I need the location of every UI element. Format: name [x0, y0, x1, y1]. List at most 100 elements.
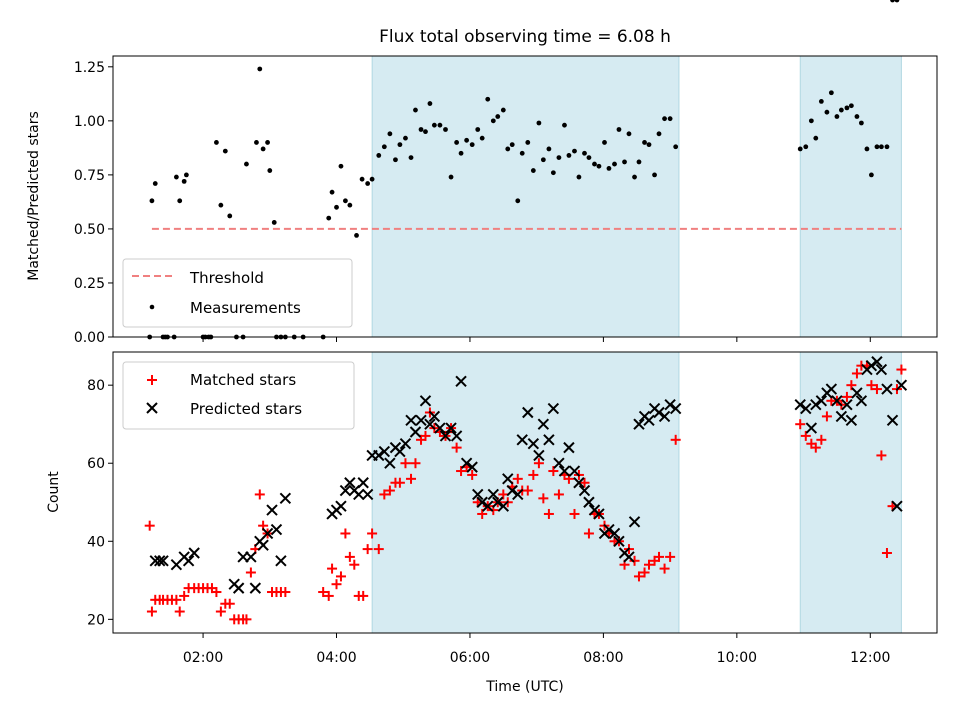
- measurement-point: [797, 146, 803, 152]
- measurement-point: [646, 142, 652, 148]
- predicted-point: [460, 457, 473, 469]
- matched-point: [665, 551, 676, 562]
- y-tick-label: 60: [87, 456, 105, 472]
- predicted-point-b: [450, 430, 463, 442]
- predicted-point: [669, 402, 682, 415]
- measurement-point: [218, 202, 224, 208]
- predicted-point-b: [871, 356, 883, 368]
- matched-point: [335, 571, 346, 582]
- predicted-point: [182, 555, 195, 567]
- predicted-point: [261, 527, 274, 540]
- predicted-point: [553, 457, 565, 469]
- x-tick-label: 10:00: [717, 650, 757, 666]
- measurement-point: [530, 168, 536, 173]
- predicted-point-b: [482, 500, 494, 512]
- predicted-point-b: [424, 418, 436, 430]
- predicted-point-b: [841, 398, 853, 411]
- measurement-point: [177, 198, 183, 204]
- matched-point: [224, 598, 235, 609]
- bottom-legend-box: [122, 361, 355, 430]
- measurement-point: [490, 118, 496, 124]
- measurement-point: [828, 90, 834, 96]
- predicted-point: [502, 473, 514, 485]
- matched-point: [477, 508, 488, 519]
- measurement-point: [868, 172, 874, 178]
- y-tick-label: 80: [87, 378, 105, 394]
- predicted-point-b: [613, 535, 625, 547]
- matched-point: [643, 559, 654, 570]
- predicted-point: [419, 395, 432, 407]
- predicted-point-b: [533, 449, 545, 462]
- top-y-ticks: 0.00 0.25 0.50 0.75 1.00 1.25: [74, 60, 113, 346]
- measurement-point: [393, 157, 398, 163]
- predicted-point: [512, 488, 524, 501]
- measurement-point: [519, 150, 525, 156]
- measurement-point: [329, 189, 335, 195]
- measurement-point: [616, 127, 622, 132]
- predicted-point-b: [628, 516, 641, 528]
- predicted-point-b: [825, 383, 838, 395]
- measurement-point: [437, 122, 443, 128]
- x-axis-label: Time (UTC): [485, 679, 563, 695]
- measurement-point: [556, 155, 562, 160]
- predicted-point-b: [810, 398, 822, 411]
- predicted-point: [434, 422, 446, 434]
- measurement-point: [254, 140, 259, 145]
- measurement-point: [431, 122, 437, 128]
- matched-point: [548, 466, 559, 477]
- predicted-point-b: [512, 488, 524, 501]
- matched-point: [344, 551, 355, 562]
- y-tick-label: 0.00: [74, 330, 105, 346]
- top-panel: 0.00 0.25 0.50 0.75 1.00 1.25 Matched/Predict…: [26, 0, 938, 346]
- measurement-point: [813, 135, 819, 141]
- matched-point: [384, 485, 395, 496]
- measurement-point: [181, 178, 187, 184]
- matched-point: [379, 489, 390, 500]
- predicted-point-b: [361, 488, 374, 501]
- matched-point: [553, 489, 564, 500]
- predicted-point-b: [373, 449, 385, 462]
- predicted-point: [628, 516, 641, 528]
- predicted-point: [279, 492, 292, 505]
- legend-threshold-label: Threshold: [189, 269, 264, 287]
- measurement-point: [858, 120, 864, 126]
- measurement-point: [475, 127, 481, 132]
- measurement-point: [536, 120, 542, 126]
- measurement-point: [479, 135, 485, 141]
- x-tick-label: 02:00: [183, 650, 223, 666]
- matched-point: [254, 489, 265, 500]
- measurement-point: [546, 146, 552, 152]
- matched-point: [331, 579, 342, 590]
- predicted-point: [578, 484, 591, 497]
- matched-point: [533, 458, 544, 469]
- measurement-point: [227, 213, 233, 219]
- predicted-point: [568, 465, 581, 477]
- predicted-point-b: [188, 547, 200, 559]
- matched-point: [579, 477, 590, 488]
- predicted-point-b: [460, 457, 473, 469]
- predicted-point: [881, 383, 893, 395]
- predicted-point-b: [399, 438, 412, 450]
- matched-point: [851, 368, 862, 379]
- measurement-point: [808, 118, 814, 124]
- predicted-point: [603, 523, 615, 536]
- measurement-point: [586, 155, 592, 160]
- matched-point: [467, 469, 478, 480]
- predicted-point-b: [583, 496, 595, 508]
- measurement-point: [602, 140, 607, 145]
- matched-point: [871, 384, 882, 395]
- predicted-point: [895, 379, 908, 391]
- predicted-point: [543, 434, 555, 446]
- measurement-point: [874, 144, 880, 150]
- measurement-point: [334, 204, 339, 210]
- matched-point: [349, 559, 360, 570]
- predicted-point-b: [573, 477, 585, 489]
- matched-point: [866, 380, 877, 391]
- matched-point: [543, 508, 554, 519]
- predicted-point-b: [815, 395, 828, 407]
- measurement-point: [403, 135, 408, 141]
- predicted-point-b: [886, 414, 899, 427]
- predicted-point-b: [445, 422, 457, 434]
- predicted-point-b: [275, 555, 287, 567]
